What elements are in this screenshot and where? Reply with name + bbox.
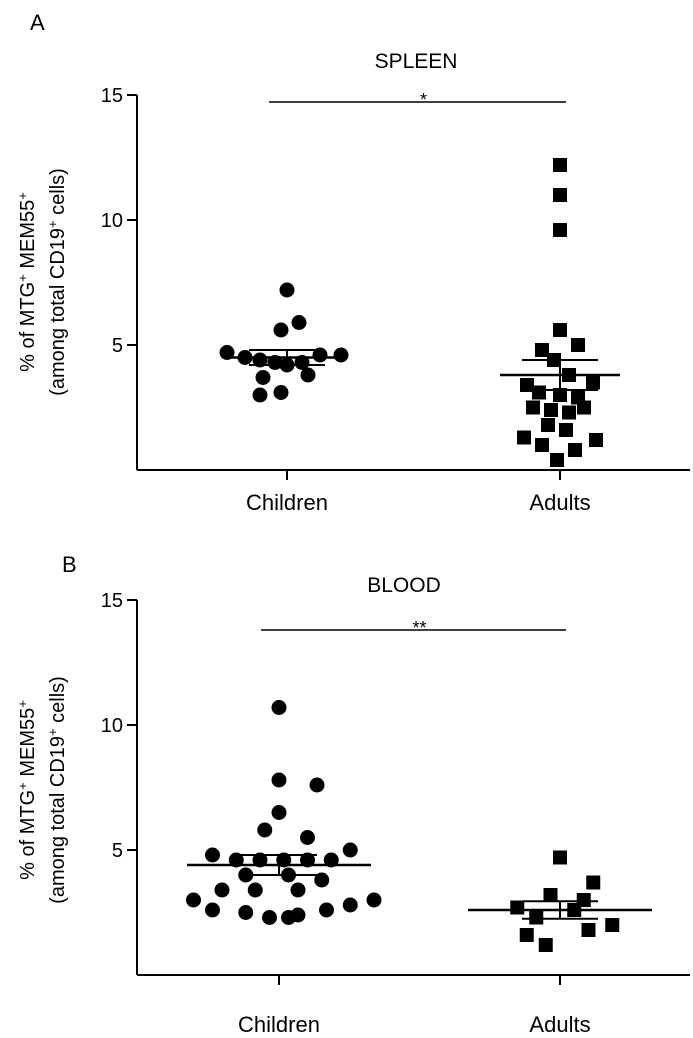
- data-point: [214, 882, 230, 898]
- data-point: [550, 453, 564, 467]
- data-point: [559, 423, 573, 437]
- data-point: [553, 850, 567, 865]
- data-point: [281, 910, 296, 925]
- data-point: [271, 805, 287, 820]
- data-point: [535, 438, 549, 452]
- y-tick-label: 15: [101, 590, 123, 612]
- y-tick-label: 5: [112, 840, 123, 862]
- data-marks: *: [219, 90, 620, 467]
- data-point: [319, 902, 334, 918]
- data-point: [333, 347, 349, 363]
- chart-title: BLOOD: [367, 574, 441, 597]
- y-axis-label-line2: (among total CD19+ cells): [45, 168, 70, 396]
- data-point: [255, 370, 271, 385]
- x-tick-label: Adults: [529, 1012, 590, 1037]
- y-tick-label: 10: [101, 715, 123, 737]
- data-point: [538, 938, 553, 952]
- y-axis-label-line1: % of MTG+ MEM55+: [15, 700, 40, 880]
- data-point: [279, 282, 295, 298]
- x-tick-label: Children: [246, 490, 328, 515]
- data-point: [543, 888, 558, 902]
- data-point: [553, 223, 567, 237]
- data-point: [553, 388, 567, 402]
- data-point: [366, 892, 382, 908]
- data-point: [510, 900, 525, 915]
- axes: 5 10 15 Children Adults: [101, 85, 690, 515]
- y-tick-label: 5: [112, 335, 123, 357]
- chart-title: SPLEEN: [375, 50, 458, 73]
- data-point: [544, 403, 558, 417]
- data-point: [309, 777, 325, 793]
- data-point: [553, 188, 567, 202]
- data-point: [577, 400, 591, 415]
- data-point: [605, 918, 620, 932]
- x-tick-label: Adults: [529, 490, 590, 515]
- data-point: [257, 822, 273, 838]
- data-point: [238, 905, 254, 920]
- data-point: [300, 830, 315, 845]
- y-axis-label-line1: % of MTG+ MEM55+: [15, 192, 40, 372]
- data-point: [314, 872, 330, 888]
- data-point: [271, 772, 287, 788]
- panel-blood: B BLOOD % of MTG+ MEM55+ (among total CD…: [15, 552, 690, 1037]
- data-point: [586, 875, 601, 890]
- y-tick-label: 15: [101, 85, 123, 107]
- data-point: [553, 158, 567, 172]
- data-point: [271, 700, 287, 715]
- data-point: [520, 378, 534, 392]
- panel-label: B: [62, 552, 77, 577]
- data-point: [526, 400, 540, 415]
- panel-spleen: A SPLEEN % of MTG+ MEM55+ (among total C…: [15, 10, 690, 515]
- significance-label: *: [420, 90, 427, 110]
- data-point: [517, 430, 531, 445]
- data-point: [342, 897, 358, 913]
- significance-label: **: [412, 618, 426, 638]
- data-point: [262, 910, 277, 925]
- x-tick-label: Children: [238, 1012, 320, 1037]
- data-point: [247, 882, 263, 898]
- data-point: [532, 385, 546, 400]
- data-point: [186, 892, 201, 908]
- data-point: [586, 375, 600, 390]
- data-point: [553, 323, 567, 337]
- data-point: [562, 405, 576, 420]
- data-point: [535, 343, 549, 357]
- data-point: [300, 367, 316, 383]
- data-point: [529, 910, 544, 925]
- data-marks: **: [186, 618, 652, 952]
- axes: 5 10 15 Children Adults: [101, 590, 690, 1037]
- data-point: [205, 847, 220, 863]
- data-point: [581, 923, 596, 937]
- data-point: [568, 443, 582, 457]
- data-point: [290, 882, 306, 898]
- y-axis-label-line2: (among total CD19+ cells): [45, 676, 70, 904]
- data-point: [342, 842, 358, 858]
- data-point: [291, 315, 307, 330]
- panel-label: A: [30, 10, 45, 35]
- data-point: [273, 385, 289, 400]
- data-point: [589, 433, 603, 447]
- data-point: [571, 338, 585, 352]
- data-point: [252, 387, 268, 403]
- y-tick-label: 10: [101, 210, 123, 232]
- data-point: [541, 418, 555, 432]
- data-point: [273, 322, 289, 338]
- data-point: [205, 902, 220, 918]
- data-point: [519, 928, 534, 942]
